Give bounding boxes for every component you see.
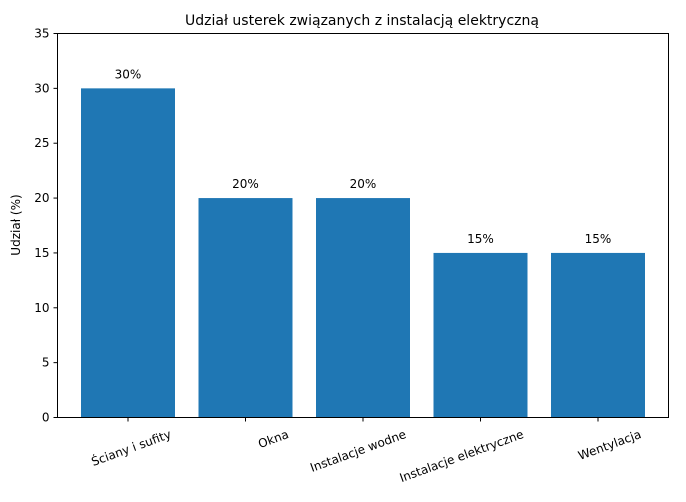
- y-tick-label: 10: [34, 301, 49, 315]
- y-tick-label: 30: [34, 81, 49, 95]
- chart-title: Udział usterek związanych z instalacją e…: [185, 13, 539, 29]
- bars-group: [81, 88, 645, 418]
- x-tick-label: Instalacje wodne: [308, 427, 408, 475]
- bar: [81, 88, 175, 418]
- bar-value-label: 15%: [585, 232, 612, 246]
- x-axis: Ściany i sufity Okna Instalacje wodneInsta…: [89, 417, 643, 485]
- x-tick-label: Ściany i sufity: [89, 426, 173, 469]
- y-axis-label: Udział (%): [9, 194, 23, 255]
- bar: [198, 198, 293, 418]
- bar-value-label: 20%: [232, 177, 259, 191]
- y-axis: 0 5 10 15 20 25 30 35: [34, 27, 58, 425]
- y-tick-label: 35: [34, 27, 49, 41]
- value-labels-group: 30% 20% 20% 15% 15%: [115, 67, 612, 246]
- y-tick-label: 25: [34, 136, 49, 150]
- y-tick-label: 20: [34, 191, 49, 205]
- y-tick-label: 0: [42, 411, 50, 425]
- bar-value-label: 30%: [115, 67, 142, 81]
- x-tick-label: Wentylacja: [576, 427, 643, 463]
- bar: [551, 252, 645, 418]
- x-tick-label: Instalacje elektryczne: [398, 427, 526, 485]
- bar-value-label: 15%: [467, 232, 494, 246]
- y-tick-label: 15: [34, 246, 49, 260]
- y-tick-label: 5: [42, 356, 50, 370]
- bar: [433, 252, 528, 418]
- bar-value-label: 20%: [350, 177, 377, 191]
- axes-frame: [57, 33, 669, 418]
- x-tick-label: Okna: [256, 427, 290, 451]
- bar: [316, 198, 410, 418]
